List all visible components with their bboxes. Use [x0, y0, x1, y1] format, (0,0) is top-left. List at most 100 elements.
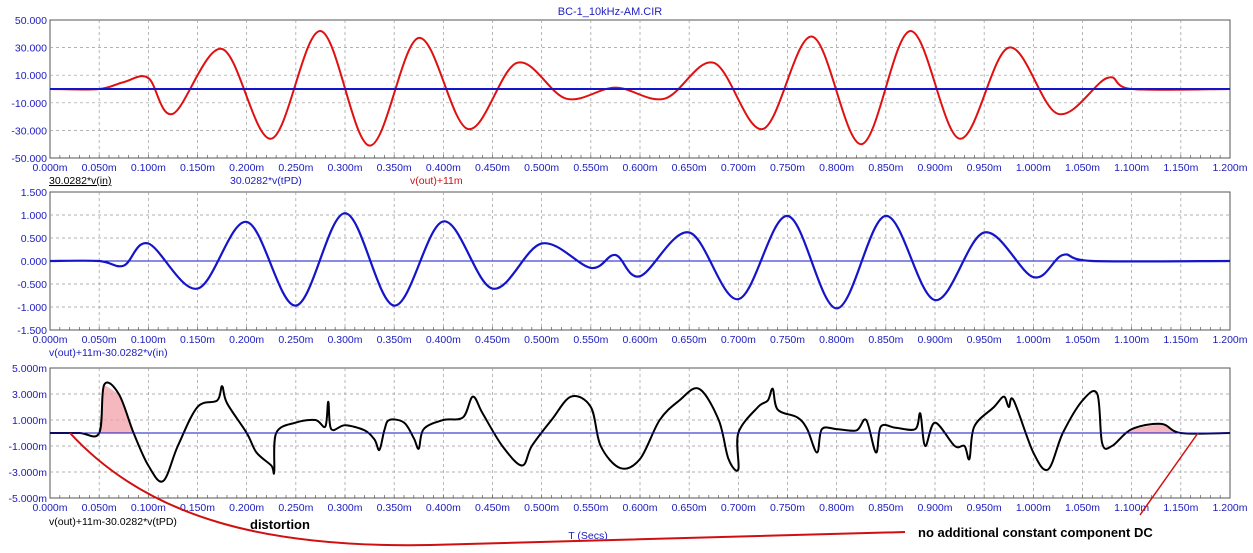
y-tick-label: -30.000	[11, 125, 47, 137]
x-tick-label: 0.450m	[475, 502, 510, 514]
x-tick-label: 0.650m	[672, 502, 707, 514]
x-tick-label: 0.250m	[278, 162, 313, 174]
x-tick-label: 0.750m	[770, 334, 805, 346]
x-tick-label: 0.300m	[327, 334, 362, 346]
x-tick-label: 1.000m	[1016, 334, 1051, 346]
legend-vtpd[interactable]: 30.0282*v(tPD)	[230, 175, 302, 187]
x-tick-label: 0.600m	[622, 334, 657, 346]
x-tick-label: 0.100m	[131, 162, 166, 174]
x-tick-label: 0.950m	[967, 334, 1002, 346]
distortion-area	[99, 384, 134, 433]
y-tick-label: -3.000m	[8, 467, 47, 479]
x-tick-label: 0.850m	[868, 162, 903, 174]
x-tick-label: 0.900m	[917, 502, 952, 514]
x-tick-label: 1.200m	[1212, 502, 1247, 514]
x-tick-label: 0.950m	[967, 162, 1002, 174]
series-line-v-out-11m-30-0282-v-in-	[49, 212, 1231, 310]
x-tick-label: 0.750m	[770, 162, 805, 174]
x-tick-label: 0.900m	[917, 334, 952, 346]
series-line-v-out-11m-30-0282-v-tpd-	[49, 381, 1231, 483]
panel-middle: 0.000m 0.050m 0.100m 0.150m 0.200m 0.250m 0.30…	[17, 187, 1248, 346]
x-tick-label: 0.750m	[770, 502, 805, 514]
x-tick-label: 1.000m	[1016, 502, 1051, 514]
x-tick-label: 0.550m	[573, 334, 608, 346]
x-tick-label: 0.550m	[573, 162, 608, 174]
x-tick-label: 0.200m	[229, 502, 264, 514]
x-tick-label: 1.100m	[1114, 162, 1149, 174]
y-tick-label: -0.500	[17, 279, 47, 291]
x-axis-label: T (Secs)	[568, 530, 607, 542]
x-tick-label: 0.500m	[524, 334, 559, 346]
x-tick-label: 0.300m	[327, 162, 362, 174]
x-tick-label: 0.400m	[426, 502, 461, 514]
legend-diff-vin[interactable]: v(out)+11m-30.0282*v(in)	[49, 347, 168, 359]
x-tick-label: 0.250m	[278, 334, 313, 346]
y-tick-label: 1.000	[21, 210, 47, 222]
y-tick-label: -1.000	[17, 302, 47, 314]
x-tick-label: 1.050m	[1065, 162, 1100, 174]
x-tick-label: 1.200m	[1212, 162, 1247, 174]
x-tick-label: 0.200m	[229, 162, 264, 174]
x-tick-label: 0.200m	[229, 334, 264, 346]
x-tick-label: 0.850m	[868, 502, 903, 514]
x-tick-label: 1.150m	[1163, 502, 1198, 514]
annotation-distortion: distortion	[250, 517, 310, 532]
x-tick-label: 0.900m	[917, 162, 952, 174]
x-tick-label: 0.250m	[278, 502, 313, 514]
x-tick-label: 0.800m	[819, 502, 854, 514]
y-tick-label: 1.500	[21, 187, 47, 199]
x-tick-label: 0.850m	[868, 334, 903, 346]
x-tick-label: 0.550m	[573, 502, 608, 514]
x-tick-label: 1.150m	[1163, 334, 1198, 346]
y-tick-label: -1.000m	[8, 441, 47, 453]
x-tick-label: 0.150m	[180, 334, 215, 346]
y-tick-label: 50.000	[15, 15, 47, 27]
x-tick-label: 0.700m	[721, 162, 756, 174]
panel-bottom: 0.000m 0.050m 0.100m 0.150m 0.200m 0.250m 0.30…	[8, 363, 1247, 514]
x-tick-label: 0.150m	[180, 502, 215, 514]
y-tick-label: 1.000m	[12, 415, 47, 427]
x-tick-label: 0.700m	[721, 334, 756, 346]
y-tick-label: 5.000m	[12, 363, 47, 375]
x-tick-label: 0.350m	[377, 162, 412, 174]
legend-vin[interactable]: 30.0282*v(in)	[49, 175, 111, 187]
chart-title: BC-1_10kHz-AM.CIR	[558, 6, 663, 18]
x-tick-label: 0.950m	[967, 502, 1002, 514]
x-tick-label: 0.000m	[32, 334, 67, 346]
x-tick-label: 0.450m	[475, 162, 510, 174]
x-tick-label: 0.650m	[672, 162, 707, 174]
x-tick-label: 0.500m	[524, 162, 559, 174]
y-tick-label: 3.000m	[12, 389, 47, 401]
x-tick-label: 0.600m	[622, 162, 657, 174]
x-tick-label: 1.200m	[1212, 334, 1247, 346]
x-tick-label: 1.150m	[1163, 162, 1198, 174]
y-tick-label: -1.500	[17, 325, 47, 337]
x-tick-label: 0.350m	[377, 502, 412, 514]
x-tick-label: 0.150m	[180, 162, 215, 174]
x-tick-label: 0.300m	[327, 502, 362, 514]
x-tick-label: 0.000m	[32, 502, 67, 514]
x-tick-label: 0.450m	[475, 334, 510, 346]
panel-top: 0.000m 0.050m 0.100m 0.150m 0.200m 0.250m 0.30…	[11, 15, 1247, 174]
x-tick-label: 0.400m	[426, 162, 461, 174]
x-tick-label: 0.050m	[82, 334, 117, 346]
x-tick-label: 1.050m	[1065, 334, 1100, 346]
x-tick-label: 0.650m	[672, 334, 707, 346]
x-tick-label: 0.500m	[524, 502, 559, 514]
x-tick-label: 0.350m	[377, 334, 412, 346]
x-tick-label: 1.100m	[1114, 334, 1149, 346]
y-tick-label: 30.000	[15, 43, 47, 55]
legend-diff-vtpd[interactable]: v(out)+11m-30.0282*v(tPD)	[49, 516, 177, 528]
y-tick-label: 10.000	[15, 70, 47, 82]
y-tick-label: 0.500	[21, 233, 47, 245]
y-tick-label: -10.000	[11, 98, 47, 110]
x-tick-label: 1.000m	[1016, 162, 1051, 174]
y-tick-label: -50.000	[11, 153, 47, 165]
annotation-arrow-distortion	[69, 432, 906, 547]
x-tick-label: 0.100m	[131, 502, 166, 514]
x-tick-label: 0.700m	[721, 502, 756, 514]
legend-vout[interactable]: v(out)+11m	[410, 175, 463, 187]
x-tick-label: 0.600m	[622, 502, 657, 514]
x-tick-label: 0.050m	[82, 502, 117, 514]
